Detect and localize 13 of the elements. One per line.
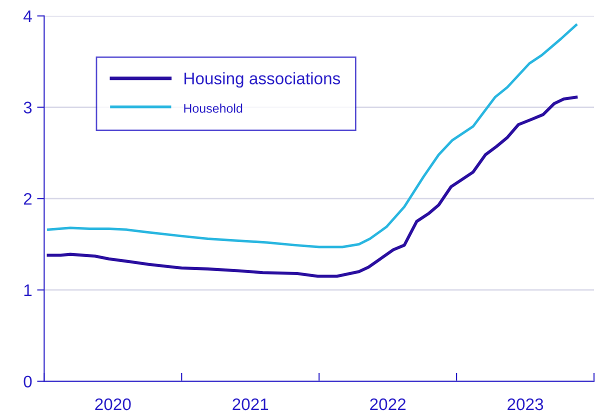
x-tick-label: 2020 [95,398,131,410]
legend-label: Household [184,104,242,113]
y-tick-label: 1 [24,284,32,296]
line-series [47,24,578,248]
y-tick-label: 2 [24,193,32,205]
x-tick-label: 2022 [370,398,406,410]
x-tick-label: 2023 [508,398,544,410]
legend-label: Housing associations [184,72,340,88]
x-tick-label: 2021 [232,398,268,410]
y-tick-label: 4 [23,10,32,22]
line-series [46,96,578,278]
y-tick-label: 3 [24,102,32,114]
y-tick-label: 0 [24,376,32,388]
